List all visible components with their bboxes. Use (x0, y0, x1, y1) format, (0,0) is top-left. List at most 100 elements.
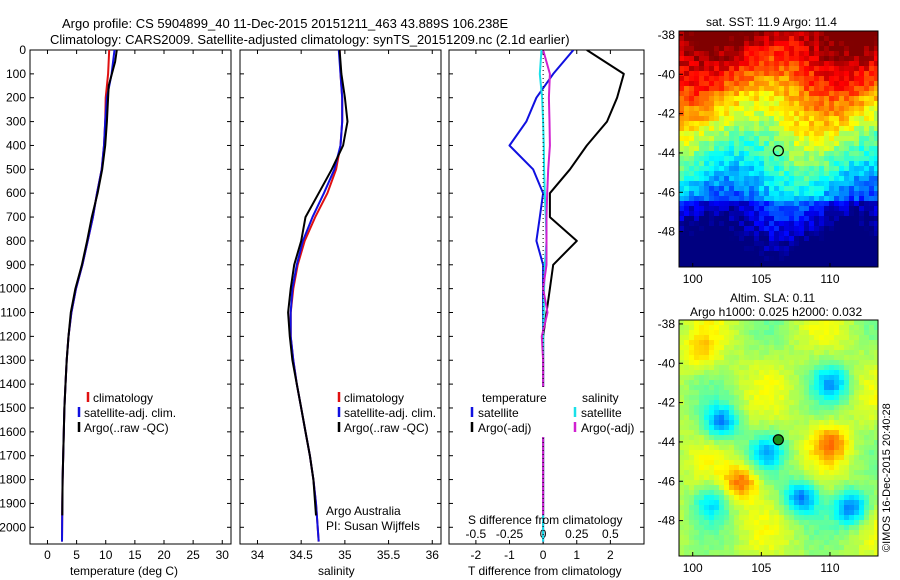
sst-cell (814, 96, 819, 101)
sst-cell (874, 196, 878, 201)
sla-cell (694, 320, 699, 325)
sst-cell (689, 116, 694, 121)
sst-cell (759, 86, 764, 91)
sst-cell (709, 31, 714, 36)
sla-cell (804, 330, 809, 335)
sst-cell (699, 216, 704, 221)
sla-cell (849, 360, 854, 365)
sla-cell (714, 525, 719, 530)
sla-cell (734, 505, 739, 510)
sst-cell (859, 66, 864, 71)
sla-cell (809, 455, 814, 460)
sla-cell (874, 335, 878, 340)
sst-cell (704, 91, 709, 96)
sst-cell (874, 171, 878, 176)
sla-cell (714, 445, 719, 450)
sst-cell (854, 131, 859, 136)
sst-cell (874, 96, 878, 101)
sla-cell (684, 350, 689, 355)
sst-cell (784, 231, 789, 236)
sst-cell (819, 126, 824, 131)
sla-cell (724, 360, 729, 365)
sla-cell (849, 325, 854, 330)
sst-cell (684, 191, 689, 196)
sla-cell (849, 530, 854, 535)
sst-cell (759, 101, 764, 106)
sst-cell (709, 246, 714, 251)
sla-cell (739, 360, 744, 365)
sst-cell (769, 41, 774, 46)
sst-cell (814, 121, 819, 126)
sla-cell (719, 475, 724, 480)
sst-cell (804, 116, 809, 121)
sla-cell (749, 490, 754, 495)
sst-cell (744, 246, 749, 251)
sla-cell (759, 495, 764, 500)
sst-cell (779, 81, 784, 86)
legend-title-temperature: temperature (482, 391, 547, 405)
sst-cell (789, 131, 794, 136)
sla-cell (874, 455, 878, 460)
sst-cell (709, 61, 714, 66)
sla-cell (804, 495, 809, 500)
sst-cell (809, 46, 814, 51)
sst-cell (734, 146, 739, 151)
sla-cell (709, 375, 714, 380)
sla-cell (704, 345, 709, 350)
sla-map-title2: Argo h1000: 0.025 h2000: 0.032 (690, 305, 862, 319)
sla-cell (764, 320, 769, 325)
sst-cell (724, 231, 729, 236)
sla-cell (724, 340, 729, 345)
sla-cell (714, 545, 719, 550)
sla-cell (734, 390, 739, 395)
sst-cell (849, 221, 854, 226)
sla-cell (759, 395, 764, 400)
sla-cell (854, 470, 859, 475)
sla-cell (769, 430, 774, 435)
sla-cell (729, 325, 734, 330)
sla-cell (874, 460, 878, 465)
sst-cell (689, 236, 694, 241)
sla-cell (794, 540, 799, 545)
sst-cell (729, 181, 734, 186)
sst-cell (679, 51, 684, 56)
sst-cell (874, 211, 878, 216)
sla-cell (854, 540, 859, 545)
sla-cell (744, 475, 749, 480)
sst-cell (854, 111, 859, 116)
depth-tick-label: 1500 (0, 401, 26, 415)
sla-cell (784, 420, 789, 425)
sla-cell (699, 350, 704, 355)
sla-cell (844, 425, 849, 430)
sla-cell (794, 470, 799, 475)
sla-cell (719, 415, 724, 420)
sla-cell (774, 425, 779, 430)
sst-cell (719, 161, 724, 166)
sst-cell (759, 256, 764, 261)
sla-cell (779, 365, 784, 370)
sla-cell (689, 420, 694, 425)
sst-cell (824, 226, 829, 231)
sst-cell (789, 86, 794, 91)
sla-cell (784, 360, 789, 365)
sst-cell (789, 76, 794, 81)
sla-cell (814, 410, 819, 415)
sst-cell (789, 56, 794, 61)
sst-cell (844, 166, 849, 171)
sla-cell (749, 435, 754, 440)
sst-cell (764, 171, 769, 176)
sst-cell (759, 96, 764, 101)
sla-cell (689, 350, 694, 355)
sla-cell (729, 380, 734, 385)
sst-cell (874, 221, 878, 226)
sla-cell (694, 400, 699, 405)
sla-cell (769, 365, 774, 370)
sst-cell (844, 46, 849, 51)
sst-cell (714, 186, 719, 191)
sst-cell (729, 221, 734, 226)
sst-cell (729, 256, 734, 261)
sla-cell (779, 540, 784, 545)
sla-cell (744, 340, 749, 345)
sla-cell (829, 345, 834, 350)
sla-cell (874, 445, 878, 450)
